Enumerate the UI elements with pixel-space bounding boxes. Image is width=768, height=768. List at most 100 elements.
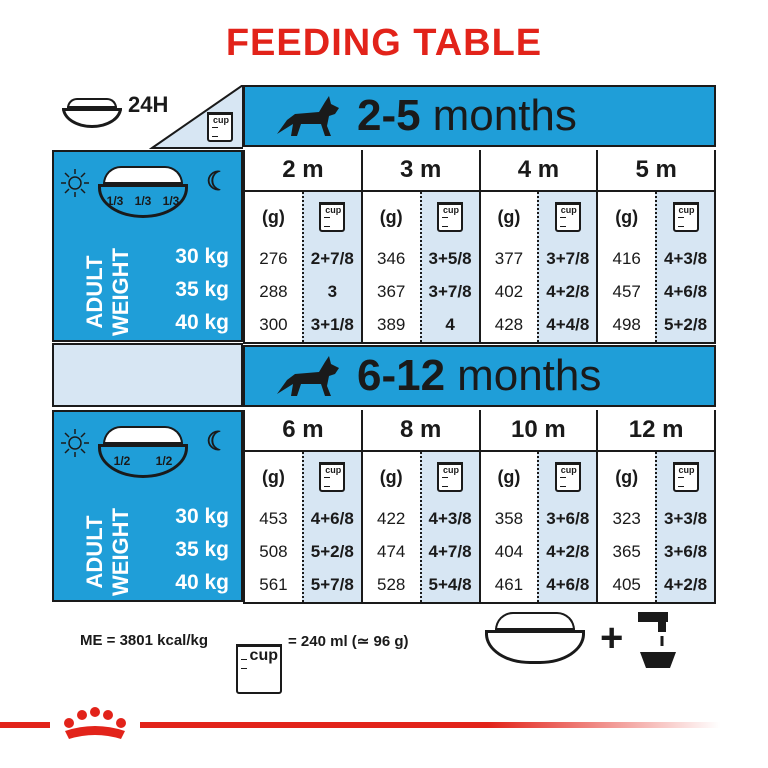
royal-canin-crown-logo	[64, 707, 126, 739]
feeding-grid: (g) 453 508 561 cup 4+6/8 5+2/8 5+7/8 (g) 422 47…	[243, 452, 716, 604]
month-group: (g) 323 365 405 cup 3+3/8 3+6/8 4+2/8	[596, 452, 714, 602]
grams-value: 508	[259, 542, 288, 561]
grams-value: 367	[377, 282, 406, 301]
grams-header: (g)	[379, 466, 403, 487]
cups-column: cup 3+5/8 3+7/8 4	[419, 192, 479, 342]
portion-label: 1/3	[134, 194, 152, 208]
page-title: FEEDING TABLE	[225, 22, 543, 64]
weight-value: 40 kg	[175, 311, 229, 334]
cups-column: cup 4+3/8 4+6/8 5+2/8	[655, 192, 714, 342]
cup-icon: cup	[554, 202, 581, 232]
cups-value: 4+4/8	[546, 315, 590, 334]
month-header: 10 m	[478, 410, 597, 450]
cups-value: 4+3/8	[428, 509, 472, 528]
cup-icon: cup	[437, 202, 464, 232]
grams-value: 428	[494, 315, 524, 334]
dog-silhouette-icon	[277, 356, 339, 396]
grams-header: (g)	[615, 206, 639, 227]
month-header: 3 m	[360, 150, 479, 190]
24h-label: 24H	[128, 92, 169, 117]
grams-value: 346	[377, 249, 406, 268]
cups-value: 3+6/8	[664, 542, 708, 561]
portion-label: 1/3	[162, 194, 180, 208]
weight-list: 30 kg 35 kg 40 kg	[175, 500, 229, 599]
water-tap-icon	[638, 612, 676, 668]
grams-value: 300	[259, 315, 288, 334]
month-group: (g) 346 367 389 cup 3+5/8 3+7/8 4	[360, 192, 479, 342]
portion-label: 1/2	[155, 454, 173, 468]
cups-value: 5+2/8	[310, 542, 354, 561]
month-group: (g) 416 457 498 cup 4+3/8 4+6/8 5+2/8	[596, 192, 714, 342]
adult-weight-label: ADULT WEIGHT	[82, 508, 133, 596]
cups-value: 3+7/8	[546, 249, 590, 268]
weight-panel: 1/2 1/2 ☾ ADULT WEIGHT 30 kg 35 kg 40 kg	[52, 410, 243, 602]
portion-bowl-icon: 1/2 1/2	[98, 426, 188, 478]
cup-icon: cup	[319, 462, 346, 492]
cups-value: 4+7/8	[428, 542, 472, 561]
moon-icon: ☾	[206, 166, 230, 196]
energy-label: ME = 3801 kcal/kg	[80, 632, 208, 649]
bowl-icon	[62, 98, 122, 128]
dog-silhouette-icon	[277, 96, 339, 136]
cups-value: 2+7/8	[310, 249, 354, 268]
portion-label: 1/2	[113, 454, 131, 468]
cup-icon: cup	[236, 644, 282, 694]
sun-icon	[61, 169, 89, 197]
cups-value: 3+6/8	[546, 509, 590, 528]
cups-value: 3+5/8	[428, 249, 472, 268]
grams-value: 461	[494, 575, 524, 594]
age-band: 2-5 months	[243, 85, 716, 147]
cups-column: cup 3+7/8 4+2/8 4+4/8	[537, 192, 597, 342]
grams-column: (g) 377 402 428	[480, 192, 538, 342]
weight-panel: 1/3 1/3 1/3 ☾ ADULT WEIGHT 30 kg 35 kg 40 kg	[52, 150, 243, 342]
cup-icon: cup	[207, 112, 233, 142]
month-header: 2 m	[245, 150, 361, 190]
grams-value: 377	[494, 249, 524, 268]
grams-value: 498	[612, 315, 641, 334]
cup-equivalence: = 240 ml (≃ 96 g)	[288, 633, 409, 650]
grams-column: (g) 346 367 389	[362, 192, 420, 342]
grams-value: 474	[377, 542, 406, 561]
cup-icon: cup	[319, 202, 346, 232]
age-band: 6-12 months	[243, 345, 716, 407]
cups-value: 4+3/8	[664, 249, 708, 268]
grams-value: 323	[612, 509, 641, 528]
grams-header: (g)	[497, 206, 521, 227]
age-unit: months	[457, 351, 602, 400]
grams-value: 422	[377, 509, 406, 528]
month-group: (g) 358 404 461 cup 3+6/8 4+2/8 4+6/8	[478, 452, 597, 602]
grams-value: 404	[494, 542, 524, 561]
cups-value: 5+7/8	[310, 575, 354, 594]
cups-column: cup 4+3/8 4+7/8 5+4/8	[419, 452, 479, 602]
portion-bowl-icon: 1/3 1/3 1/3	[98, 166, 188, 218]
food-bowl-icon	[485, 612, 585, 664]
cups-value: 4	[445, 315, 455, 334]
age-range: 6-12	[357, 351, 446, 400]
weight-value: 40 kg	[175, 571, 229, 594]
cups-value: 4+2/8	[546, 282, 590, 301]
weight-value: 30 kg	[175, 245, 229, 268]
sun-icon	[61, 429, 89, 457]
cups-column: cup 3+6/8 4+2/8 4+6/8	[537, 452, 597, 602]
cups-column: cup 3+3/8 3+6/8 4+2/8	[655, 452, 714, 602]
grams-value: 405	[612, 575, 641, 594]
cup-icon: cup	[672, 202, 699, 232]
grams-value: 276	[259, 249, 288, 268]
grams-value: 457	[612, 282, 641, 301]
grams-column: (g) 276 288 300	[245, 192, 302, 342]
weight-list: 30 kg 35 kg 40 kg	[175, 240, 229, 339]
cups-value: 3+3/8	[664, 509, 708, 528]
month-header: 8 m	[360, 410, 479, 450]
moon-icon: ☾	[206, 426, 230, 456]
cups-value: 5+4/8	[428, 575, 472, 594]
cups-value: 4+2/8	[546, 542, 590, 561]
cups-value: 4+6/8	[546, 575, 590, 594]
cups-value: 4+6/8	[664, 282, 708, 301]
cups-value: 3+1/8	[310, 315, 354, 334]
weight-value: 35 kg	[175, 538, 229, 561]
feeding-grid: (g) 276 288 300 cup 2+7/8 3 3+1/8 (g) 346 367 389…	[243, 192, 716, 344]
grams-value: 402	[494, 282, 524, 301]
month-header: 4 m	[478, 150, 597, 190]
